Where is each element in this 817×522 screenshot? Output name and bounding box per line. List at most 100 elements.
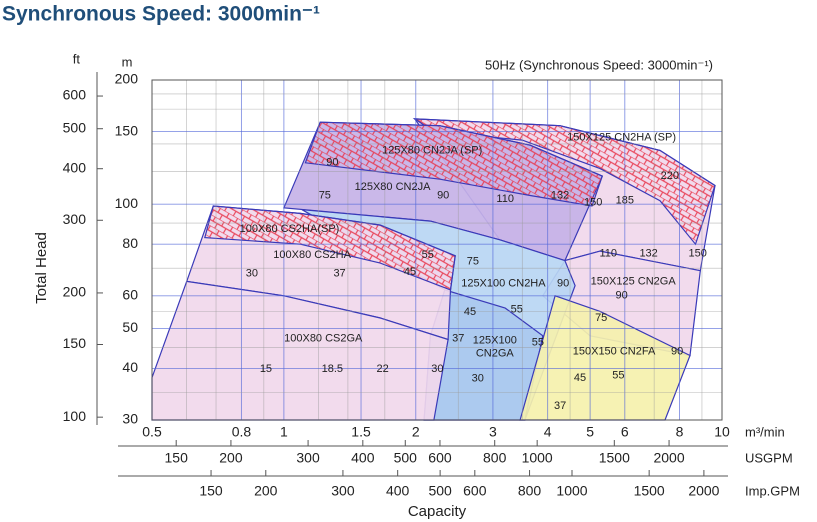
chart-subtitle: 50Hz (Synchronous Speed: 3000min⁻¹) [485,57,713,72]
annotation: 90 [437,189,449,201]
annotation: 90 [557,278,569,290]
y2-tick-label: 500 [63,119,87,135]
secondary-tick-label: 600 [463,483,487,499]
y-tick-label: 40 [122,359,138,375]
secondary-tick-label: 500 [428,483,452,499]
region-label: 100X80 CS2HA(SP) [240,223,340,235]
x-tick-label: 10 [714,424,730,440]
y2-unit: ft [73,51,81,66]
annotation: 30 [431,363,443,375]
secondary-tick-label: 500 [394,450,418,466]
page-title: Synchronous Speed: 3000min⁻¹ [2,3,320,26]
annotation: 185 [616,195,634,207]
annotation: 132 [551,189,569,201]
y2-tick-label: 300 [63,211,87,227]
region-label: 150X125 CN2GA [591,276,677,288]
region-label: 125X100 [473,335,517,347]
x-tick-label: 3 [489,424,497,440]
region-label: 150X150 CN2FA [573,346,656,358]
annotation: 55 [422,249,434,261]
region-label: 125X80 CN2JA (SP) [382,144,482,156]
secondary-tick-label: 1000 [522,450,553,466]
secondary-tick-label: 150 [199,483,223,499]
annotation: 220 [661,170,679,182]
plot-frame [151,79,723,421]
annotation: 37 [452,333,464,345]
y-tick-label: 150 [115,122,139,138]
x-tick-label: 4 [544,424,552,440]
y-tick-label: 200 [115,71,139,87]
x-tick-label: 0.8 [232,424,252,440]
secondary-tick-label: 200 [219,450,243,466]
y-tick-label: 80 [122,235,138,251]
secondary-tick-label: 400 [351,450,375,466]
secondary-tick-label: 2000 [688,483,719,499]
secondary-tick-label: 800 [483,450,507,466]
x-tick-label: 6 [621,424,629,440]
annotation: 30 [472,372,484,384]
axes: 0.5 0.8 1 1.5 2 3 4 5 6 8 103040506080100150200100… [63,71,800,499]
annotation: 45 [574,372,586,384]
x-tick-label: 1 [280,424,288,440]
region-label: 100X80 CS2HA [273,249,351,261]
secondary-tick-label: 400 [386,483,410,499]
annotation: 150 [688,247,706,259]
x-axis-title: Capacity [408,503,467,520]
secondary-tick-label: 2000 [653,450,684,466]
region [304,121,604,207]
y2-tick-label: 600 [63,87,87,103]
secondary-tick-label: 1500 [634,483,665,499]
x-tick-label: 0.5 [142,424,162,440]
annotation: 90 [671,345,683,357]
secondary-tick-label: 150 [165,450,189,466]
annotation: 75 [595,312,607,324]
secondary-tick-label: 300 [331,483,355,499]
annotation: 37 [554,400,566,412]
regions [151,118,716,421]
annotation: 110 [599,247,617,259]
annotation: 150 [584,196,602,208]
y-tick-label: 50 [122,319,138,335]
annotation: 55 [612,370,624,382]
annotation: 37 [333,268,345,280]
region-label: CN2GA [476,348,515,360]
annotation: 45 [464,306,476,318]
y2-tick-label: 100 [63,408,87,424]
secondary-tick-label: 800 [518,483,542,499]
annotation: 18.5 [322,363,343,375]
annotation: 55 [532,337,544,349]
annotation: 15 [260,363,272,375]
secondary-axis-name: USGPM [745,450,793,465]
annotation: 45 [404,266,416,278]
annotation: 30 [246,268,258,280]
annotation: 132 [639,247,657,259]
x-unit: m³/min [745,424,785,439]
x-tick-label: 2 [412,424,420,440]
region-label: 125X100 CN2HA [461,278,546,290]
annotation: 22 [376,363,388,375]
secondary-axis-name: Imp.GPM [745,483,800,498]
y2-tick-label: 200 [63,284,87,300]
y-tick-label: 100 [115,195,139,211]
secondary-tick-label: 1000 [556,483,587,499]
annotation: 55 [511,303,523,315]
region-label: 125X80 CN2JA [355,181,431,193]
annotation: 75 [319,189,331,201]
x-tick-label: 1.5 [351,424,371,440]
x-tick-label: 5 [586,424,594,440]
y-tick-label: 30 [122,411,138,427]
secondary-tick-label: 1500 [599,450,630,466]
annotation: 90 [615,290,627,302]
y2-tick-label: 150 [63,335,87,351]
y-unit: m [122,54,133,69]
region-label: 100X80 CS2GA [284,333,363,345]
labels: 150X125 CN2HA (SP) 150X125 CN2GA 125X80 CN… [240,132,707,413]
secondary-tick-label: 200 [254,483,278,499]
annotation: 75 [467,256,479,268]
region-label: 150X125 CN2HA (SP) [567,132,676,144]
y-tick-label: 60 [122,286,138,302]
y2-tick-label: 400 [63,159,87,175]
annotation: 90 [326,157,338,169]
region [204,205,456,291]
